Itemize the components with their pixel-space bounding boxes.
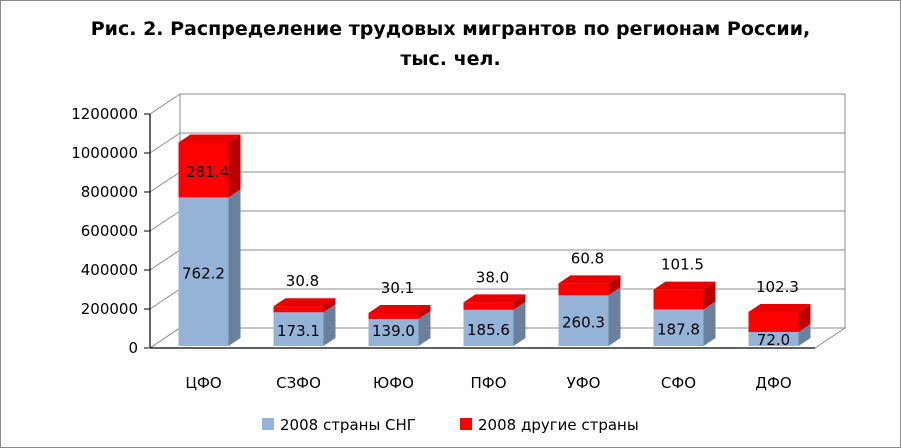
legend-label: 2008 другие страны	[478, 416, 639, 434]
bar-top	[368, 305, 431, 314]
data-label: 60.8	[571, 249, 604, 267]
bar-side	[228, 189, 241, 346]
x-tick-label: СЗФО	[276, 374, 321, 392]
bar-side	[323, 298, 336, 313]
gridline-side	[149, 171, 181, 193]
bar-side	[703, 301, 716, 346]
bar-side	[418, 305, 431, 319]
data-label: 762.2	[182, 265, 225, 283]
data-label: 72.0	[757, 331, 790, 349]
gridline-side	[149, 93, 181, 115]
x-tick-label: УФО	[567, 374, 601, 392]
chart-title: Рис. 2. Распределение трудовых мигрантов…	[0, 14, 901, 74]
data-label: 102.3	[756, 278, 799, 296]
chart-title-line-2: тыс. чел.	[400, 48, 501, 70]
bar-segment	[463, 302, 514, 310]
y-tick-label: 0	[128, 339, 138, 357]
data-label: 260.3	[562, 314, 605, 332]
bar-side	[608, 287, 621, 346]
bar-side	[608, 275, 621, 296]
gridline-side	[149, 132, 181, 154]
bar-top	[463, 294, 526, 303]
data-label: 30.8	[286, 272, 319, 290]
data-label: 30.1	[381, 279, 414, 297]
bar-side	[513, 301, 526, 346]
x-tick-label: ПФО	[471, 374, 507, 392]
data-label: 185.6	[467, 321, 510, 339]
bar-top	[748, 304, 811, 313]
data-label: 101.5	[661, 256, 704, 274]
y-tick-label: 400000	[81, 261, 138, 279]
x-tick-label: ЮФО	[373, 374, 414, 392]
bar-segment	[368, 313, 419, 319]
y-tick-label: 800000	[81, 183, 138, 201]
bar-top	[273, 298, 336, 307]
legend-label: 2008 страны СНГ	[280, 416, 416, 434]
data-label: 281.4	[186, 163, 229, 181]
data-label: 187.8	[657, 321, 700, 339]
gridline-side	[149, 249, 181, 271]
x-tick-label: ДФО	[755, 374, 791, 392]
bar-segment	[748, 331, 799, 346]
gridline-side	[149, 210, 181, 232]
bar-side	[418, 310, 431, 346]
bar-segment	[273, 306, 324, 313]
data-label: 173.1	[277, 322, 320, 340]
bar-segment	[653, 289, 704, 310]
bar-side	[513, 294, 526, 310]
bar-segment	[748, 312, 799, 332]
legend-swatch	[262, 418, 274, 430]
bar-side	[798, 304, 811, 332]
bar-segment	[273, 312, 324, 346]
bar-segment	[558, 283, 609, 296]
bar-segment	[178, 142, 229, 198]
bar-top	[653, 281, 716, 290]
y-tick-label: 600000	[81, 222, 138, 240]
x-tick-label: СФО	[661, 374, 696, 392]
bar-segment	[368, 318, 419, 346]
bar-top	[178, 134, 241, 143]
data-label: 38.0	[476, 268, 509, 286]
y-tick-label: 1200000	[71, 105, 138, 123]
bar-side	[798, 323, 811, 346]
bar-top	[558, 275, 621, 284]
y-tick-label: 200000	[81, 300, 138, 318]
y-tick-label: 1000000	[71, 144, 138, 162]
legend-swatch	[460, 418, 472, 430]
bar-side	[323, 304, 336, 346]
chart-title-line-1: Рис. 2. Распределение трудовых мигрантов…	[90, 18, 811, 40]
bar-segment	[558, 295, 609, 346]
data-label: 139.0	[372, 322, 415, 340]
x-tick-label: ЦФО	[185, 374, 221, 392]
bar-segment	[463, 309, 514, 346]
bar-segment	[178, 197, 229, 346]
bar-segment	[653, 309, 704, 346]
bar-side	[703, 281, 716, 310]
bar-side	[228, 134, 241, 198]
gridline-side	[149, 288, 181, 310]
